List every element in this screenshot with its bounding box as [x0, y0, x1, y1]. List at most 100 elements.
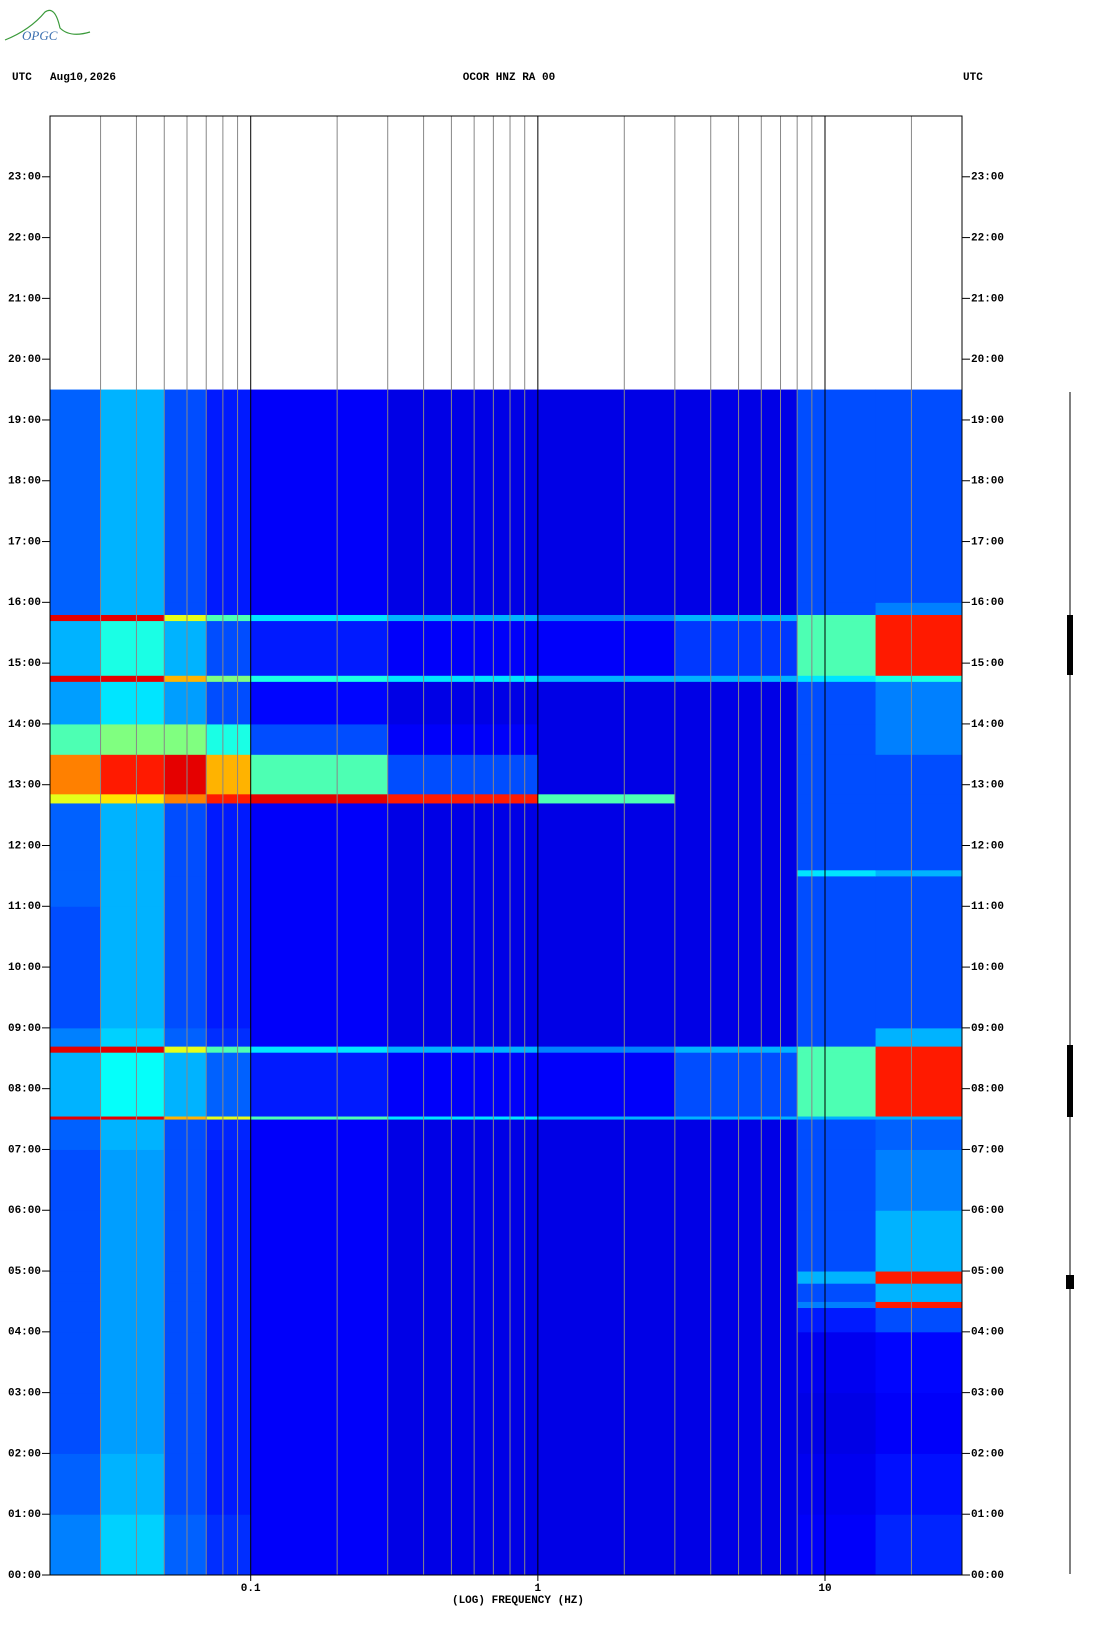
heat-cell: [50, 906, 102, 1029]
heat-cell: [250, 1271, 389, 1284]
heat-cell: [674, 1119, 798, 1150]
y-tick-label: 22:00: [971, 232, 1004, 244]
y-tick-label: 07:00: [971, 1144, 1004, 1156]
heat-cell: [537, 875, 676, 907]
y-tick-label: 22:00: [8, 232, 41, 244]
heat-cell: [797, 1052, 877, 1117]
heat-cell: [50, 620, 102, 676]
heat-cell: [387, 389, 539, 603]
heat-cell: [250, 1149, 389, 1211]
heat-cell: [537, 1307, 676, 1333]
heat-cell: [206, 1514, 252, 1576]
heat-cell: [100, 1307, 165, 1333]
heat-cell: [100, 802, 165, 871]
heat-cell: [387, 802, 539, 871]
heat-cell: [164, 1027, 207, 1047]
heat-cell: [797, 1453, 877, 1515]
heat-cell: [50, 1307, 102, 1333]
heat-cell: [387, 1514, 539, 1576]
heat-cell: [387, 681, 539, 725]
heat-cell: [797, 1301, 877, 1309]
heat-cell: [250, 793, 389, 804]
heat-cell: [674, 1116, 798, 1120]
heat-cell: [250, 1301, 389, 1309]
heat-cell: [206, 875, 252, 907]
heat-cell: [674, 1046, 798, 1053]
heat-cell: [537, 602, 676, 615]
heat-cell: [674, 675, 798, 682]
heat-cell: [875, 389, 963, 603]
heat-cell: [206, 1052, 252, 1117]
heat-cell: [250, 1119, 389, 1150]
heat-cell: [387, 793, 539, 804]
heat-cell: [674, 1027, 798, 1047]
heat-cell: [206, 1116, 252, 1120]
heat-cell: [206, 620, 252, 676]
heat-cell: [164, 1301, 207, 1309]
heat-cell: [50, 1453, 102, 1515]
heat-cell: [387, 620, 539, 676]
y-tick-label: 15:00: [8, 658, 41, 670]
heat-cell: [164, 1392, 207, 1454]
heat-cell: [674, 906, 798, 1029]
heat-cell: [875, 675, 963, 682]
heat-cell: [875, 681, 963, 725]
heat-cell: [206, 1392, 252, 1454]
y-tick-label: 06:00: [8, 1205, 41, 1217]
heat-cell: [875, 1453, 963, 1515]
heat-cell: [875, 1210, 963, 1272]
heat-cell: [537, 620, 676, 676]
heat-cell: [537, 793, 676, 804]
heat-cell: [674, 793, 798, 804]
heat-cell: [206, 389, 252, 603]
heat-cell: [387, 906, 539, 1029]
heat-cell: [674, 1453, 798, 1515]
heat-cell: [206, 1331, 252, 1394]
heat-cell: [875, 1271, 963, 1284]
heat-cell: [674, 1307, 798, 1333]
heat-cell: [206, 802, 252, 871]
y-tick-label: 23:00: [8, 172, 41, 184]
heat-cell: [50, 793, 102, 804]
heat-cell: [206, 1301, 252, 1309]
heat-cell: [206, 1149, 252, 1211]
heat-cell: [537, 802, 676, 871]
y-label-left: UTC: [12, 72, 32, 84]
heat-cell: [537, 1283, 676, 1302]
heat-cell: [797, 602, 877, 615]
heat-cell: [50, 1116, 102, 1120]
heat-cell: [797, 1149, 877, 1211]
heat-cell: [100, 754, 165, 795]
heat-cell: [387, 1307, 539, 1333]
heat-cell: [100, 1301, 165, 1309]
y-tick-label: 07:00: [8, 1144, 41, 1156]
heat-cell: [206, 1046, 252, 1053]
y-tick-label: 11:00: [8, 901, 41, 913]
heat-cell: [537, 1301, 676, 1309]
heat-cell: [674, 614, 798, 622]
heat-cell: [164, 1149, 207, 1211]
y-tick-label: 12:00: [971, 840, 1004, 852]
heat-cell: [50, 723, 102, 755]
y-tick-label: 18:00: [8, 476, 41, 488]
heat-cell: [537, 1210, 676, 1272]
heat-cell: [387, 1271, 539, 1284]
heat-cell: [537, 723, 676, 755]
heat-cell: [206, 869, 252, 877]
heat-cell: [674, 875, 798, 907]
heat-cell: [797, 1119, 877, 1150]
heat-cell: [387, 1052, 539, 1117]
heat-cell: [875, 1392, 963, 1454]
y-tick-label: 04:00: [971, 1327, 1004, 1339]
heat-cell: [50, 1149, 102, 1211]
heat-cell: [674, 620, 798, 676]
heat-cell: [100, 793, 165, 804]
y-tick-label: 09:00: [971, 1023, 1004, 1035]
heat-cell: [674, 1271, 798, 1284]
heat-cell: [797, 1046, 877, 1053]
heat-cell: [537, 1052, 676, 1117]
y-tick-label: 02:00: [8, 1448, 41, 1460]
heat-cell: [250, 754, 389, 795]
heat-cell: [250, 1027, 389, 1047]
y-tick-label: 11:00: [971, 901, 1004, 913]
